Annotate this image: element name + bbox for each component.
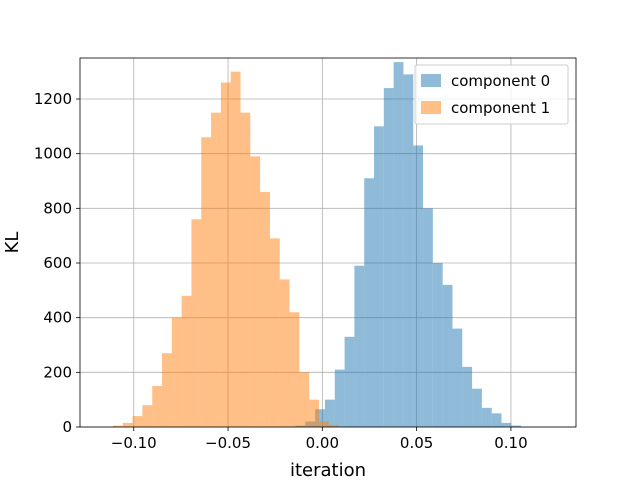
histogram-bar bbox=[344, 336, 355, 427]
histogram-bar bbox=[240, 112, 251, 428]
legend-label: component 1 bbox=[451, 99, 550, 117]
histogram-bar bbox=[142, 405, 153, 427]
histogram-bar bbox=[315, 409, 325, 427]
x-tick-label: −0.05 bbox=[205, 434, 251, 452]
legend-swatch bbox=[421, 74, 441, 87]
histogram-bar bbox=[309, 399, 319, 427]
histogram-bar bbox=[491, 413, 502, 427]
histogram-bar bbox=[152, 386, 163, 427]
histogram-bar bbox=[383, 88, 394, 428]
histogram-bar bbox=[442, 284, 453, 427]
histogram-bar bbox=[423, 208, 433, 427]
x-axis-label: iteration bbox=[290, 460, 366, 480]
histogram-bar bbox=[413, 145, 424, 427]
histogram-bar bbox=[403, 74, 414, 428]
histogram-bar bbox=[132, 416, 143, 427]
histogram-bar bbox=[472, 388, 482, 427]
histogram-bar bbox=[211, 112, 221, 428]
histogram-bar bbox=[181, 295, 192, 427]
y-axis-label: KL bbox=[2, 232, 23, 254]
x-axis-ticks: −0.10 −0.05 0.00 0.05 0.10 bbox=[111, 427, 528, 452]
histogram-bar bbox=[324, 399, 335, 427]
y-tick-label: 0 bbox=[62, 418, 72, 436]
histogram-bar bbox=[354, 265, 365, 427]
x-tick-label: 0.00 bbox=[306, 434, 339, 452]
legend-label: component 0 bbox=[451, 72, 550, 90]
histogram-bar bbox=[374, 126, 384, 427]
histogram-bar bbox=[481, 407, 492, 427]
histogram-bar bbox=[171, 317, 182, 427]
y-tick-label: 800 bbox=[43, 199, 72, 217]
histogram-bar bbox=[289, 312, 300, 427]
histogram-bar bbox=[201, 137, 212, 427]
histogram-bar bbox=[318, 421, 329, 427]
y-tick-label: 1200 bbox=[34, 90, 72, 108]
histogram-bar bbox=[269, 238, 280, 427]
histogram-bar bbox=[162, 353, 172, 427]
histogram-bar bbox=[452, 328, 463, 427]
histogram-bar bbox=[279, 279, 290, 427]
x-tick-label: 0.05 bbox=[400, 434, 433, 452]
histogram-bar bbox=[462, 366, 473, 427]
x-tick-label: 0.10 bbox=[494, 434, 527, 452]
legend-box bbox=[414, 64, 569, 125]
histogram-bar bbox=[501, 422, 512, 427]
y-tick-label: 1000 bbox=[34, 145, 72, 163]
histogram-bar bbox=[299, 372, 310, 427]
histogram-bar bbox=[113, 425, 123, 427]
histogram-bar bbox=[260, 191, 270, 427]
y-tick-label: 200 bbox=[43, 363, 72, 381]
legend-swatch bbox=[421, 101, 441, 114]
x-tick-label: −0.10 bbox=[111, 434, 157, 452]
histogram-bar bbox=[220, 82, 231, 427]
histogram-bar bbox=[393, 62, 404, 427]
histogram-bar bbox=[191, 219, 202, 427]
legend: component 0 component 1 bbox=[414, 64, 569, 125]
y-axis-ticks: 0 200 400 600 800 1000 1200 bbox=[34, 90, 80, 436]
histogram-bar bbox=[334, 369, 345, 427]
histogram-bar bbox=[432, 263, 443, 427]
y-tick-label: 400 bbox=[43, 309, 72, 327]
histogram-bar bbox=[511, 425, 522, 427]
histogram-bars bbox=[113, 62, 522, 428]
y-tick-label: 600 bbox=[43, 254, 72, 272]
histogram-bar bbox=[328, 424, 339, 427]
histogram-bar bbox=[230, 71, 241, 428]
histogram-bar bbox=[250, 156, 261, 427]
histogram-bar bbox=[364, 178, 375, 427]
histogram-bar bbox=[122, 422, 133, 427]
series-1 bbox=[113, 71, 339, 428]
plot-frame bbox=[79, 57, 577, 428]
